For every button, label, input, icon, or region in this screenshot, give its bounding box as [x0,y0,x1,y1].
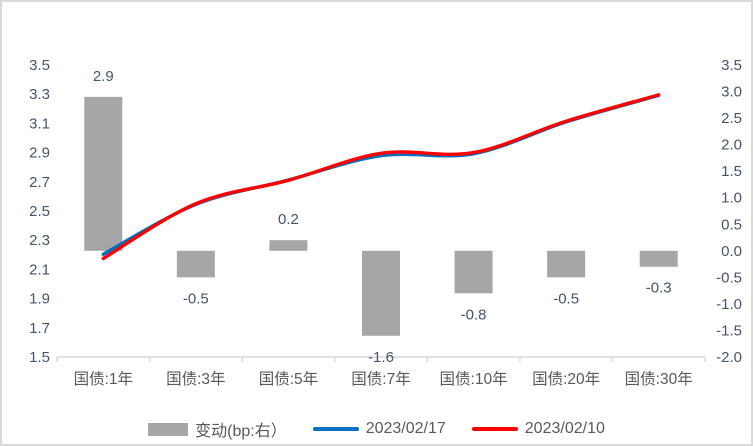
legend-label-change: 变动(bp:右） [195,423,287,440]
legend-item-20230210: 2023/02/10 [471,420,605,438]
y-axis-tick-left: 3.5 [29,57,50,74]
legend-item-change: 变动(bp:右） [148,417,287,441]
legend-label-20230217: 2023/02/17 [365,420,446,437]
change-bar [639,250,678,267]
y-axis-tick-left: 2.7 [29,174,50,191]
y-axis-tick-left: 3.1 [29,115,50,132]
bar-data-label: -0.5 [553,290,579,307]
legend-label-20230210: 2023/02/10 [524,420,605,437]
y-axis-tick-left: 2.3 [29,232,50,249]
y-axis-tick-right: 0.5 [721,216,742,233]
chart-legend: 变动(bp:右） 2023/02/17 2023/02/10 [2,414,751,444]
bar-data-label: 2.9 [93,68,114,85]
bar-series-swatch [148,422,189,436]
change-bar [176,250,215,278]
change-bar [84,96,123,251]
bar-data-label: -0.5 [183,290,209,307]
x-axis-label: 国债:1年 [74,370,133,388]
x-axis-label: 国债:3年 [166,370,225,388]
red-line-swatch [471,427,518,431]
change-bar [269,240,308,251]
y-axis-tick-right: -2.0 [716,349,742,366]
x-axis-label: 国债:7年 [351,370,410,388]
y-axis-tick-left: 1.9 [29,291,50,308]
blue-line-swatch [312,427,359,431]
y-axis-tick-left: 1.5 [29,349,50,366]
y-axis-tick-right: 1.5 [721,163,742,180]
bar-data-label: -0.3 [646,280,672,297]
y-axis-tick-right: 3.5 [721,57,742,74]
bar-data-label: 0.2 [278,211,299,228]
x-axis-label: 国债:20年 [532,370,600,388]
change-bar [547,250,586,278]
y-axis-tick-left: 2.9 [29,145,50,162]
legend-item-20230217: 2023/02/17 [312,420,446,438]
chart-canvas: 3.5 3.3 3.1 2.9 2.7 2.5 2.3 2.1 1.9 1.7 1.5 3.5 3.0 2… [29,57,742,388]
bar-data-label: -1.6 [368,349,394,366]
change-bar [454,250,493,294]
y-axis-tick-right: 2.0 [721,137,742,154]
x-axis-label: 国债:10年 [440,370,508,388]
x-axis-label: 国债:30年 [625,370,693,388]
y-axis-tick-left: 2.5 [29,203,50,220]
y-axis-tick-right: -1.5 [716,322,742,339]
y-axis-tick-right: -1.0 [716,296,742,313]
change-bar [362,250,400,336]
yield-curve-line-2023-02-10 [101,93,661,261]
y-axis-tick-left: 3.3 [29,86,50,103]
x-axis-label: 国债:5年 [259,370,318,388]
y-axis-tick-right: 3.0 [721,84,742,101]
y-axis-tick-right: -0.5 [716,269,742,286]
bar-data-label: -0.8 [461,306,487,323]
y-axis-tick-right: 2.5 [721,110,742,127]
y-axis-tick-right: 1.0 [721,190,742,207]
y-axis-tick-left: 2.1 [29,261,50,278]
y-axis-tick-right: 0.0 [721,243,742,260]
y-axis-tick-left: 1.7 [29,320,50,337]
